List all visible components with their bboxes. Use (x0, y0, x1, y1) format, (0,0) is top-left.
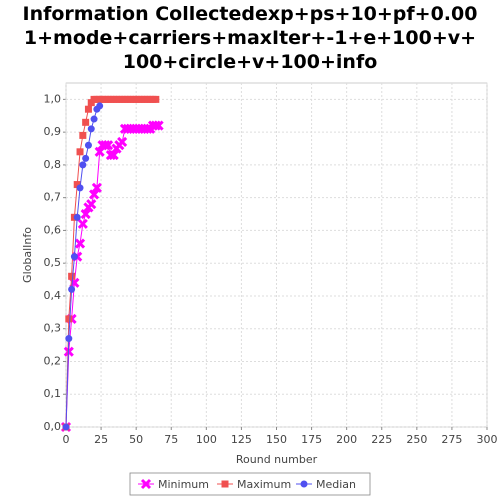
y-tick-label: 0,1 (44, 387, 62, 400)
marker (140, 478, 152, 490)
marker (84, 105, 92, 113)
marker (79, 131, 87, 139)
x-tick-label: 100 (196, 433, 217, 446)
marker (77, 218, 88, 229)
marker (142, 123, 153, 134)
marker (87, 125, 95, 133)
x-tick-label: 0 (63, 433, 70, 446)
marker (89, 189, 100, 200)
x-tick-label: 275 (441, 433, 462, 446)
marker (65, 335, 73, 343)
marker (108, 150, 119, 161)
marker (74, 238, 86, 249)
marker (82, 118, 90, 126)
y-axis-label: GlobalInfo (21, 227, 34, 283)
y-tick-label: 0,6 (44, 223, 62, 236)
marker (91, 182, 102, 193)
y-tick-label: 0,5 (44, 256, 62, 269)
y-tick-label: 0,3 (44, 322, 62, 335)
x-tick-label: 300 (477, 433, 498, 446)
y-tick-label: 1,0 (44, 92, 62, 105)
marker (82, 154, 90, 162)
marker (86, 199, 97, 210)
marker (153, 120, 164, 131)
marker (103, 140, 114, 151)
x-tick-label: 50 (129, 433, 143, 446)
x-tick-label: 75 (164, 433, 178, 446)
marker (100, 140, 111, 151)
marker (79, 161, 87, 169)
marker (152, 95, 160, 103)
legend-label: Maximum (237, 478, 291, 491)
legend: Minimum Maximum Median (129, 472, 371, 496)
marker (73, 213, 81, 221)
marker (62, 423, 70, 431)
x-tick-label: 200 (336, 433, 357, 446)
marker (300, 480, 308, 488)
marker (117, 136, 128, 148)
marker (73, 181, 81, 189)
legend-label: Minimum (158, 478, 209, 491)
marker (65, 315, 73, 323)
y-tick-label: 0,2 (44, 354, 62, 367)
x-tick-label: 175 (301, 433, 322, 446)
x-axis-label: Round number (236, 453, 318, 466)
y-tick-label: 0,4 (44, 289, 62, 302)
legend-box (129, 472, 371, 496)
x-tick-label: 25 (94, 433, 108, 446)
y-tick-label: 0,9 (44, 125, 62, 138)
marker (150, 120, 161, 131)
marker (221, 480, 229, 488)
chart-title: Information Collectedexp+ps+10+pf+0.001+… (22, 3, 478, 73)
marker (76, 148, 84, 156)
legend-label: Median (316, 478, 356, 491)
x-tick-label: 225 (371, 433, 392, 446)
marker (80, 208, 91, 220)
marker (76, 184, 84, 192)
marker (84, 141, 92, 149)
y-tick-label: 0,7 (44, 191, 62, 204)
x-tick-label: 125 (231, 433, 252, 446)
x-tick-label: 150 (266, 433, 287, 446)
marker (90, 115, 98, 123)
marker (96, 102, 104, 110)
y-tick-label: 0,8 (44, 158, 62, 171)
x-tick-label: 250 (406, 433, 427, 446)
marker (68, 272, 76, 280)
marker (70, 253, 78, 261)
marker (68, 285, 76, 293)
y-tick-label: 0,0 (44, 420, 62, 433)
